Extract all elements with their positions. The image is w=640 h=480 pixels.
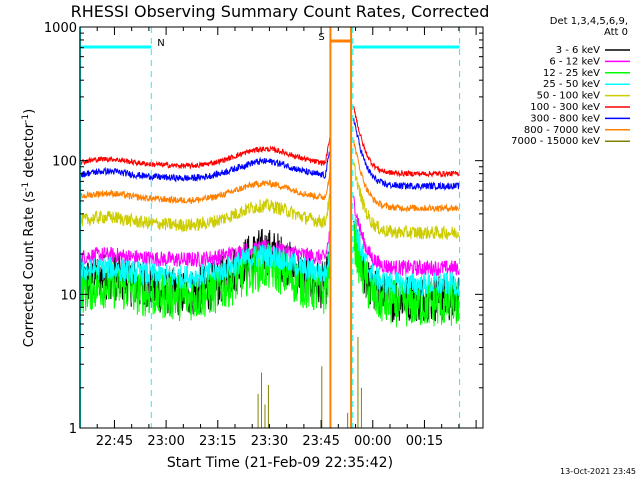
legend-entry-label: 3 - 6 keV [556, 45, 600, 56]
flag-label-1: S [318, 32, 324, 43]
series-line-7-after [353, 139, 460, 213]
series-line-4-after [353, 161, 460, 241]
y-axis-label: Corrected Count Rate (s-1 detector-1) [21, 109, 37, 347]
chart-title: RHESSI Observing Summary Count Rates, Co… [71, 2, 490, 21]
series-line-5-after [353, 106, 460, 179]
y-tick-label: 1 [69, 422, 77, 437]
series-line-2-after [353, 222, 460, 328]
y-tick-label: 10 [60, 288, 77, 303]
legend-entry-label: 12 - 25 keV [543, 68, 600, 79]
x-axis-label: Start Time (21-Feb-09 22:35:42) [167, 455, 393, 471]
series-line-3 [79, 242, 331, 289]
legend-header: Det 1,3,4,5,6,9, [550, 16, 628, 27]
series-line-3-after [353, 215, 460, 297]
legend-entry-label: 50 - 100 keV [537, 91, 601, 102]
legend-entry-label: 6 - 12 keV [549, 56, 600, 67]
y-tick-label: 100 [52, 155, 77, 170]
plot-area: NS [79, 27, 461, 428]
flag-label-0: N [157, 38, 164, 49]
x-tick-label: 00:15 [406, 434, 443, 449]
series-line-4 [79, 193, 331, 233]
series-line-6 [79, 149, 331, 183]
x-tick-label: 23:45 [302, 434, 339, 449]
x-tick-label: 23:00 [147, 434, 184, 449]
x-tick-label: 23:15 [199, 434, 236, 449]
legend-entry-label: 300 - 800 keV [530, 113, 600, 124]
y-tick-label: 1000 [44, 21, 77, 36]
series-line-5 [79, 136, 331, 170]
axes: 1 10 100 1000 22:45 23:00 23:15 23:30 23:45 00:00… [44, 21, 483, 449]
x-tick-label: 23:30 [251, 434, 288, 449]
series-line-1-after [353, 195, 460, 277]
plot-frame [79, 26, 484, 429]
x-tick-label: 00:00 [354, 434, 391, 449]
series-line-6-after [353, 118, 460, 192]
x-tick-label: 22:45 [96, 434, 133, 449]
legend-header: Att 0 [604, 27, 628, 38]
legend-entry-label: 7000 - 15000 keV [511, 136, 600, 147]
legend-entry-label: 800 - 7000 keV [524, 125, 600, 136]
series-line-7 [79, 168, 331, 205]
legend-entry-label: 100 - 300 keV [530, 102, 600, 113]
footer-timestamp: 13-Oct-2021 23:45 [560, 467, 636, 476]
legend-entry-label: 25 - 50 keV [543, 79, 600, 90]
series-line-1 [80, 225, 331, 268]
